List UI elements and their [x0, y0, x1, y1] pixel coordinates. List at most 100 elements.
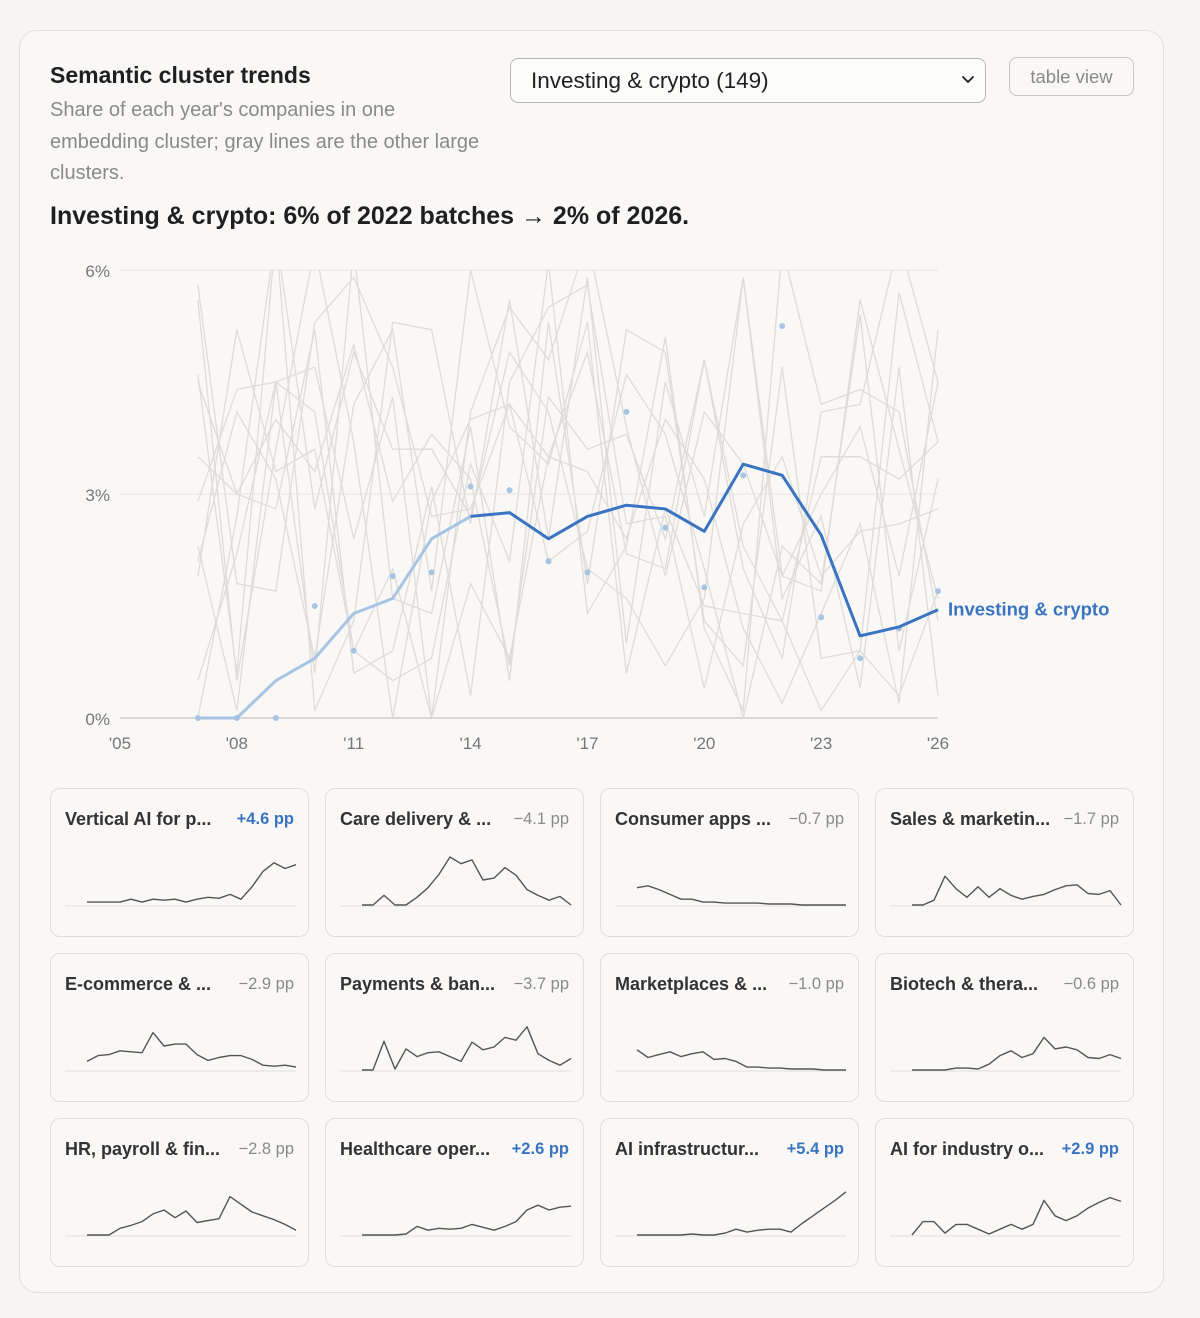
table-view-button[interactable]: table view — [1009, 57, 1134, 96]
sparkline — [340, 1204, 572, 1237]
sparkline-path — [912, 1036, 1122, 1071]
cluster-tile[interactable]: Care delivery & ... −4.1 pp — [325, 788, 584, 937]
cluster-tile-delta: −0.6 pp — [1063, 975, 1119, 993]
card-title: Semantic cluster trends — [50, 62, 311, 88]
other-cluster-line — [197, 292, 939, 712]
cluster-tile[interactable]: AI infrastructur... +5.4 pp — [600, 1118, 859, 1267]
sparkline — [65, 862, 297, 907]
raw-share-point — [935, 588, 941, 595]
cluster-tile-name: AI infrastructur... — [615, 1139, 760, 1159]
x-tick-label: '11 — [343, 734, 364, 753]
cluster-tile-delta: +2.9 pp — [1061, 1140, 1119, 1158]
raw-share-point — [701, 584, 708, 591]
raw-share-point — [311, 603, 318, 609]
cluster-tile-delta: −2.9 pp — [238, 975, 294, 993]
other-cluster-line — [197, 270, 939, 718]
cluster-tile[interactable]: Payments & ban... −3.7 pp — [325, 953, 584, 1102]
x-tick-label: '26 — [927, 734, 949, 753]
cluster-tile-name: HR, payroll & fin... — [65, 1139, 221, 1159]
cluster-tile-delta: −1.7 pp — [1063, 810, 1119, 828]
sparkline — [65, 1031, 297, 1072]
sparkline-path — [362, 856, 572, 906]
cluster-tile-delta: +5.4 pp — [786, 1140, 844, 1158]
cluster-tile[interactable]: E-commerce & ... −2.9 pp — [50, 953, 309, 1102]
cluster-tile-name: Payments & ban... — [340, 974, 496, 994]
other-cluster-line — [197, 270, 939, 697]
cluster-tile[interactable]: Consumer apps ... −0.7 pp — [600, 788, 859, 937]
cluster-tile-name: E-commerce & ... — [65, 974, 212, 994]
main-trend-chart: 0% 3% 6% '05 '08 '11 '14 '17 '20 '23 '26 Investing … — [85, 262, 1109, 753]
cluster-tile-delta: −4.1 pp — [513, 810, 569, 828]
x-tick-label: '20 — [693, 734, 715, 753]
cluster-tile-delta: −0.7 pp — [788, 810, 844, 828]
other-cluster-line — [197, 270, 939, 718]
sparkline-path — [87, 1195, 297, 1236]
raw-share-point — [467, 483, 474, 490]
cluster-select[interactable]: Investing & crypto (149) — [510, 58, 986, 103]
cluster-tile[interactable]: Healthcare oper... +2.6 pp — [325, 1118, 584, 1267]
other-cluster-line — [197, 270, 939, 718]
sparkline — [615, 885, 846, 907]
sparkline-path — [86, 1031, 297, 1068]
other-cluster-line — [197, 270, 939, 718]
raw-share-point — [623, 408, 630, 415]
raw-share-point — [584, 569, 591, 576]
cluster-tile[interactable]: Marketplaces & ... −1.0 pp — [600, 953, 859, 1102]
cluster-tile[interactable]: Vertical AI for p... +4.6 pp — [50, 788, 309, 937]
sparkline — [890, 1036, 1122, 1072]
cluster-tile-name: Marketplaces & ... — [615, 974, 768, 994]
sparkline — [340, 856, 572, 907]
series-end-label: Investing & crypto — [948, 599, 1109, 620]
sparkline — [65, 1195, 297, 1237]
sparkline-path — [637, 1191, 847, 1236]
chevron-down-icon — [962, 76, 974, 83]
cluster-tile-delta: −3.7 pp — [513, 975, 569, 993]
x-tick-label: '17 — [576, 734, 598, 753]
sparkline-path — [636, 885, 846, 906]
cluster-tile-name: Healthcare oper... — [340, 1139, 491, 1159]
raw-share-point — [740, 472, 747, 479]
cluster-tile-name: Sales & marketin... — [890, 809, 1051, 829]
other-cluster-line — [197, 276, 939, 705]
cluster-tile-delta: +2.6 pp — [511, 1140, 569, 1158]
raw-share-point — [506, 487, 513, 494]
sparkline-path — [362, 1026, 572, 1071]
x-tick-label: '14 — [459, 734, 481, 753]
cluster-tile[interactable]: AI for industry o... +2.9 pp — [875, 1118, 1134, 1267]
cluster-tile-delta: −2.8 pp — [238, 1140, 294, 1158]
raw-share-point — [545, 558, 552, 565]
cluster-tile-delta: −1.0 pp — [788, 975, 844, 993]
y-tick-label: 6% — [85, 262, 110, 281]
raw-share-point — [272, 715, 279, 721]
y-tick-label: 3% — [85, 486, 110, 505]
highlight-line-early — [197, 515, 472, 720]
x-tick-label: '08 — [226, 734, 248, 753]
sparkline — [890, 875, 1122, 907]
x-tick-label: '05 — [109, 734, 131, 753]
raw-share-point — [818, 614, 825, 621]
card-subtitle: Share of each year's companies in one em… — [50, 99, 480, 184]
raw-share-point — [662, 524, 669, 531]
cluster-tile-name: Vertical AI for p... — [65, 809, 212, 829]
other-cluster-line — [197, 270, 939, 674]
cluster-tile-name: Consumer apps ... — [615, 809, 772, 829]
sparkline — [615, 1191, 847, 1237]
sparkline-path — [636, 1049, 846, 1071]
cluster-tile[interactable]: Sales & marketin... −1.7 pp — [875, 788, 1134, 937]
cluster-select-value: Investing & crypto (149) — [531, 68, 769, 93]
cluster-tile-name: Care delivery & ... — [340, 809, 492, 829]
raw-share-point — [857, 655, 864, 662]
raw-share-point — [389, 573, 396, 580]
sparkline — [615, 1049, 846, 1072]
x-tick-label: '23 — [810, 734, 832, 753]
sparkline — [890, 1196, 1122, 1237]
other-cluster-line — [197, 270, 939, 711]
sparkline-path — [87, 862, 297, 903]
chart-headline: Investing & crypto: 6% of 2022 batches →… — [50, 202, 690, 230]
sparkline-path — [911, 1196, 1122, 1236]
cluster-tile-delta: +4.6 pp — [236, 810, 294, 828]
cluster-tile[interactable]: HR, payroll & fin... −2.8 pp — [50, 1118, 309, 1267]
raw-share-point — [428, 569, 435, 576]
highlight-line — [470, 462, 939, 638]
cluster-tile[interactable]: Biotech & thera... −0.6 pp — [875, 953, 1134, 1102]
